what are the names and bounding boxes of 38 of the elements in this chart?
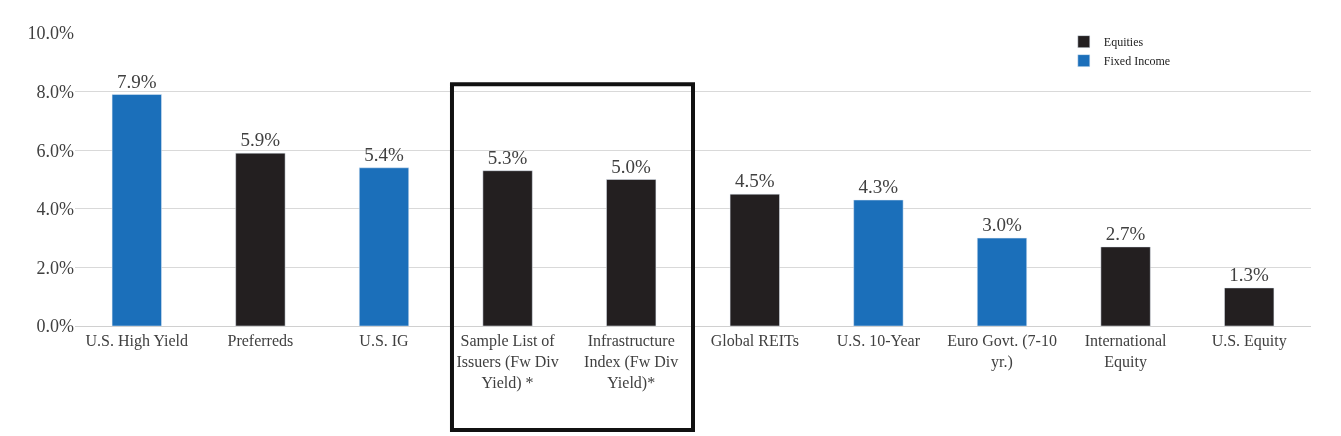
data-label: 5.4%: [364, 143, 404, 165]
legend-label: Equities: [1103, 35, 1144, 50]
bar: [853, 199, 904, 326]
bar: [359, 167, 409, 326]
bar: [977, 237, 1027, 326]
data-label: 4.5%: [734, 170, 775, 192]
data-label: 5.0%: [611, 155, 652, 177]
legend-label: Fixed Income: [1103, 54, 1171, 69]
data-label: 5.3%: [487, 146, 528, 168]
y-tick-label: 10.0%: [27, 23, 74, 44]
x-tick-label: Global REITs: [710, 332, 799, 350]
data-label: 4.3%: [858, 176, 899, 198]
bar: [111, 94, 162, 326]
x-tick-label: Infrastructure Index (Fw Div Yield)*: [584, 332, 679, 392]
data-label: 2.7%: [1105, 222, 1146, 244]
x-tick-label: U.S. High Yield: [85, 332, 189, 351]
data-label: 3.0%: [982, 214, 1022, 236]
x-tick-label: U.S. 10-Year: [836, 332, 921, 350]
x-tick-label: International Equity: [1084, 332, 1168, 371]
data-label: 5.9%: [240, 129, 281, 151]
bar: [1224, 287, 1275, 326]
bar: [1100, 246, 1151, 326]
bar: [606, 179, 657, 326]
x-tick-label: Euro Govt. (7-10 yr.): [947, 332, 1057, 371]
data-label: 1.3%: [1229, 263, 1270, 285]
x-tick-label: Preferreds: [227, 332, 294, 350]
bar: [729, 193, 780, 326]
y-tick-label: 6.0%: [36, 140, 74, 161]
x-tick-label: U.S. Equity: [1211, 332, 1287, 351]
y-tick-label: 8.0%: [36, 81, 74, 102]
x-tick-label: Sample List of Issuers (Fw Div Yield) *: [456, 332, 559, 392]
y-tick-label: 2.0%: [36, 257, 74, 278]
bar: [482, 170, 533, 326]
data-label: 7.9%: [116, 70, 157, 92]
y-tick-label: 0.0%: [36, 316, 74, 337]
y-tick-label: 4.0%: [36, 199, 74, 220]
x-tick-label: U.S. IG: [359, 332, 410, 350]
bar: [235, 152, 286, 326]
